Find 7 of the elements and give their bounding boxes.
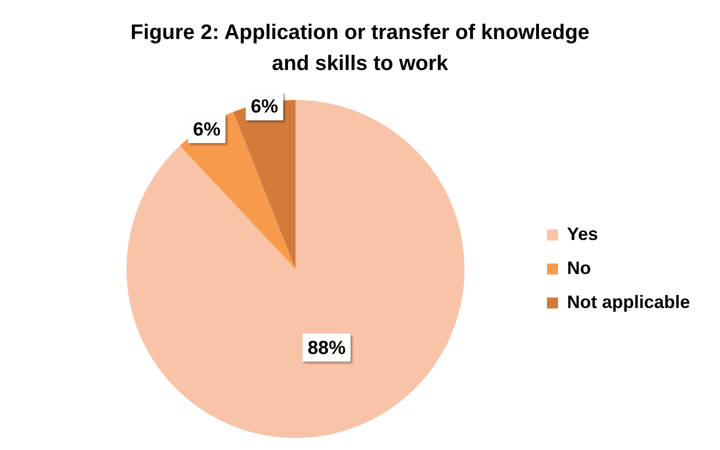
data-label: 88%: [308, 338, 346, 359]
data-label: 6%: [250, 96, 278, 118]
chart-title: Figure 2: Application or transfer of knowledge and skills to work: [130, 20, 590, 77]
legend-label: No: [566, 258, 591, 278]
legend-label: Not applicable: [566, 292, 690, 312]
legend-label: Yes: [566, 224, 598, 244]
data-label: 6%: [193, 119, 221, 140]
